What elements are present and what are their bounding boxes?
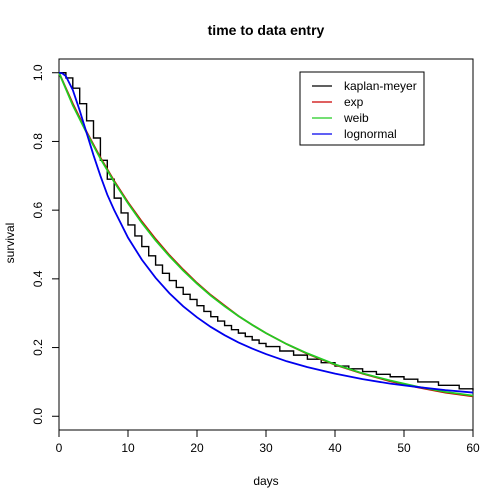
y-tick-label: 0.4 [31,270,45,287]
y-axis: 0.0 0.2 0.4 0.6 0.8 1.0 [31,64,59,425]
x-tick-label: 40 [328,441,342,455]
legend-entry: exp [344,95,364,109]
x-axis-label: days [253,474,278,488]
series-line-weib [58,72,474,397]
y-tick-label: 0.8 [31,133,45,150]
series-line-lognormal [58,71,474,394]
legend-entry: weib [343,111,369,125]
x-tick-label: 10 [121,441,135,455]
y-tick-label: 0.0 [31,408,45,425]
legend-box [299,71,425,146]
x-tick-label: 20 [190,441,204,455]
series-layer [58,71,474,398]
x-axis: 0 10 20 30 40 50 60 [56,430,480,455]
chart-title: time to data entry [208,22,325,38]
y-tick-label: 1.0 [31,64,45,81]
y-tick-label: 0.6 [31,201,45,218]
y-tick-label: 0.2 [31,339,45,356]
legend-entry: lognormal [344,127,397,141]
x-tick-label: 30 [259,441,273,455]
legend: kaplan-meyer exp weib lognormal [299,71,425,146]
legend-entry: kaplan-meyer [344,79,417,93]
x-tick-label: 60 [466,441,480,455]
x-tick-label: 50 [397,441,411,455]
y-axis-label: survival [3,223,17,264]
x-tick-label: 0 [56,441,63,455]
